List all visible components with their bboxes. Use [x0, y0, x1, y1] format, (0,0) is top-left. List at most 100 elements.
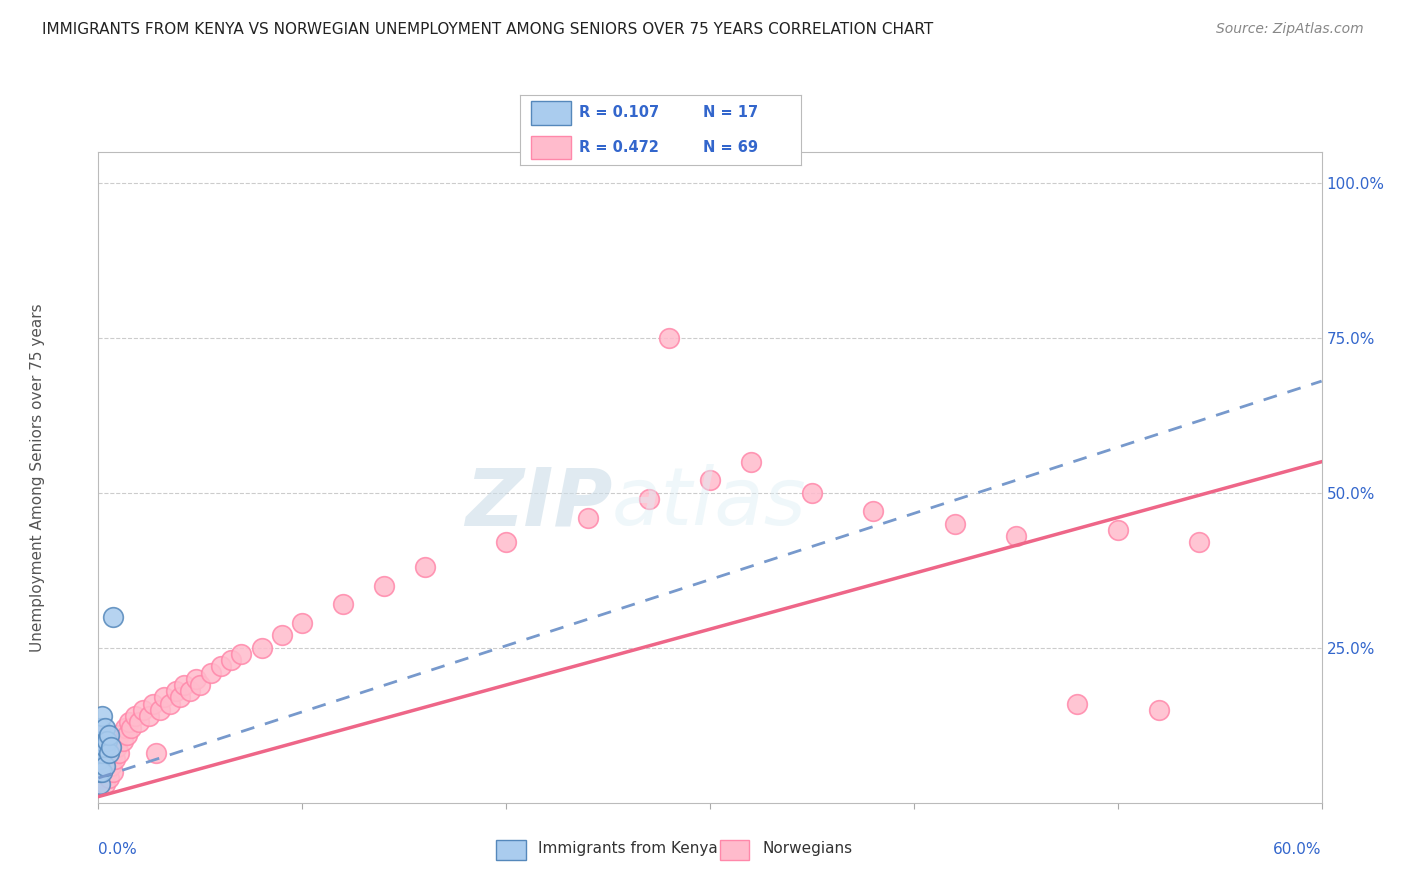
Point [1066, 697, 1088, 711]
Point [104, 752, 127, 766]
Point [413, 560, 436, 574]
Point [186, 672, 208, 686]
Point [124, 709, 146, 723]
Point [699, 473, 721, 487]
Point [89, 777, 111, 791]
Point [1004, 529, 1026, 543]
Point [89, 752, 111, 766]
Point [93, 758, 115, 772]
Point [97, 771, 120, 785]
Text: IMMIGRANTS FROM KENYA VS NORWEGIAN UNEMPLOYMENT AMONG SENIORS OVER 75 YEARS CORR: IMMIGRANTS FROM KENYA VS NORWEGIAN UNEMP… [42, 22, 934, 37]
Point [173, 678, 195, 692]
Point [96, 733, 118, 747]
Point [89, 739, 111, 754]
Point [93, 722, 115, 736]
Point [91, 771, 114, 785]
Point [101, 746, 124, 760]
Point [97, 752, 120, 766]
Text: R = 0.472: R = 0.472 [579, 140, 659, 155]
Point [576, 510, 599, 524]
Point [89, 777, 111, 791]
Point [101, 609, 124, 624]
Point [120, 722, 142, 736]
Point [108, 746, 131, 760]
Point [108, 728, 131, 742]
Point [801, 485, 824, 500]
Point [96, 764, 118, 779]
Point [89, 722, 111, 736]
Point [145, 746, 167, 760]
Point [179, 684, 201, 698]
Point [1107, 523, 1129, 537]
Text: ZIP: ZIP [465, 464, 612, 542]
Point [100, 739, 122, 754]
Text: R = 0.107: R = 0.107 [579, 105, 659, 120]
Point [200, 665, 222, 680]
Point [89, 764, 111, 779]
Text: Unemployment Among Seniors over 75 years: Unemployment Among Seniors over 75 years [30, 303, 45, 651]
Point [100, 758, 122, 772]
Point [270, 628, 294, 642]
Point [93, 758, 115, 772]
Text: Source: ZipAtlas.com: Source: ZipAtlas.com [1216, 22, 1364, 37]
Bar [496, 839, 526, 860]
Point [231, 647, 253, 661]
Point [91, 752, 114, 766]
Point [93, 746, 115, 760]
Point [93, 728, 115, 742]
Point [1147, 703, 1170, 717]
Point [93, 777, 115, 791]
Text: 60.0%: 60.0% [1274, 842, 1322, 857]
Bar [720, 839, 749, 860]
Point [152, 690, 174, 705]
Point [91, 764, 114, 779]
Text: Immigrants from Kenya: Immigrants from Kenya [538, 841, 718, 856]
Point [128, 715, 150, 730]
Point [89, 764, 111, 779]
Point [373, 579, 395, 593]
Bar [531, 136, 571, 160]
Point [91, 746, 114, 760]
Point [101, 764, 124, 779]
Point [118, 715, 141, 730]
Point [169, 690, 191, 705]
Point [97, 733, 120, 747]
Point [100, 739, 122, 754]
Point [142, 697, 165, 711]
Point [96, 728, 118, 742]
Point [96, 746, 118, 760]
Point [332, 598, 354, 612]
Text: atlas: atlas [612, 464, 807, 542]
Point [105, 739, 128, 754]
Point [115, 728, 138, 742]
Point [188, 678, 212, 692]
Text: N = 69: N = 69 [703, 140, 758, 155]
Point [943, 516, 966, 531]
Text: N = 17: N = 17 [703, 105, 758, 120]
Bar [531, 101, 571, 125]
Point [91, 709, 114, 723]
Point [97, 746, 120, 760]
Point [291, 615, 314, 630]
Point [638, 491, 661, 506]
Point [138, 709, 160, 723]
Point [209, 659, 232, 673]
Point [219, 653, 242, 667]
Point [862, 504, 884, 518]
Point [97, 728, 120, 742]
Point [89, 746, 111, 760]
Point [149, 703, 172, 717]
Text: Norwegians: Norwegians [762, 841, 852, 856]
Point [114, 722, 136, 736]
Point [159, 697, 181, 711]
Point [1188, 535, 1211, 549]
Point [111, 733, 134, 747]
Point [495, 535, 517, 549]
Point [91, 733, 114, 747]
Point [250, 640, 273, 655]
Point [91, 733, 114, 747]
Point [93, 739, 115, 754]
Text: 0.0%: 0.0% [98, 842, 138, 857]
Point [165, 684, 187, 698]
Point [104, 733, 127, 747]
